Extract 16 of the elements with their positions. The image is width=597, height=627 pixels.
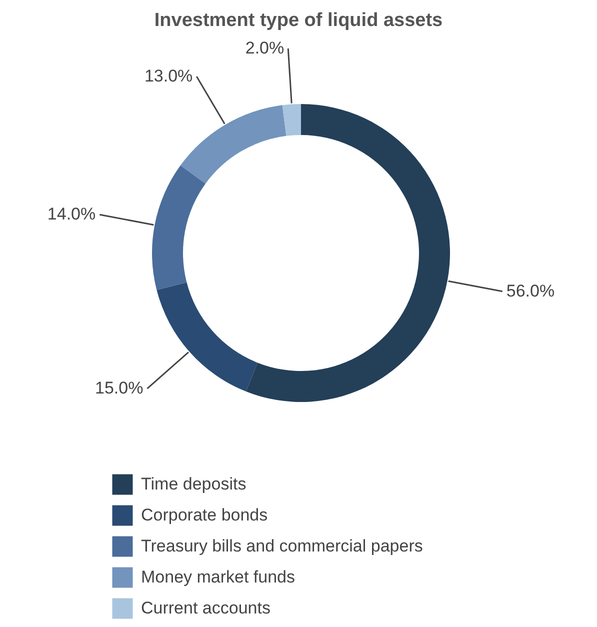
donut-slice [156,282,258,392]
data-label: 15.0% [95,378,144,398]
data-label: 56.0% [506,281,555,300]
data-label: 2.0% [245,38,284,58]
chart-title: Investment type of liquid assets [154,10,443,31]
legend-label: Time deposits [141,474,246,494]
legend-label: Current accounts [141,598,270,618]
donut-slice [152,165,206,290]
data-label: 14.0% [47,204,96,224]
donut-slice [180,105,286,184]
legend-label: Corporate bonds [141,506,268,524]
legend-label: Money market funds [141,568,296,586]
donut-slice [246,104,450,402]
data-label: 13.0% [144,66,193,86]
donut-slice [282,104,301,136]
legend-label: Treasury bills and commercial papers [141,536,423,556]
